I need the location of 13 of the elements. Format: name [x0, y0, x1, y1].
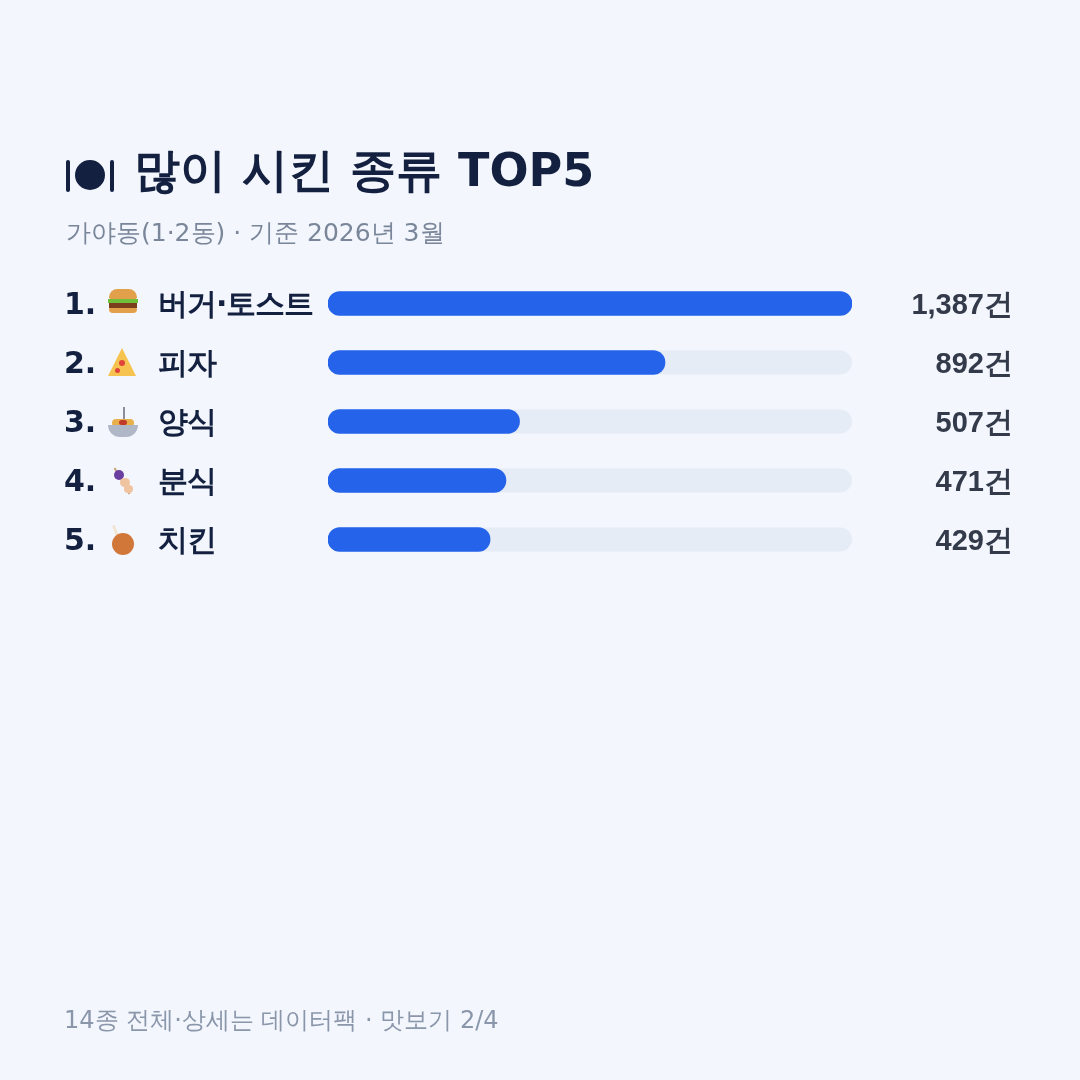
- text: 14종 전체·상세는 데이터팩 · 맛보기 2/4: [64, 1005, 499, 1036]
- chart-title: 많이 시킨 종류 TOP5: [134, 142, 595, 199]
- data-label: 1,387건: [911, 287, 1013, 320]
- category-label: 3. 양식: [64, 403, 216, 439]
- category-label: 4. 분식: [64, 462, 216, 498]
- data-label: 892건: [935, 346, 1013, 379]
- category-label: 2. 피자: [64, 344, 216, 380]
- category-label: 1. 버거·토스트: [64, 285, 314, 321]
- data-label: 507건: [935, 405, 1013, 438]
- data-label: 471건: [935, 464, 1013, 497]
- category-label: 5. 치킨: [64, 521, 216, 557]
- data-label: 429건: [935, 523, 1013, 556]
- chart-subtitle: 가야동(1·2동) · 기준 2026년 3월: [66, 217, 445, 249]
